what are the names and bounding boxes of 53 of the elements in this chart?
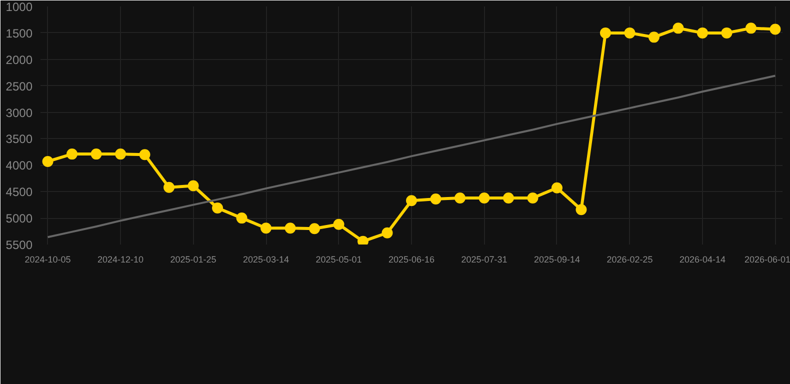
point xyxy=(478,192,490,204)
point xyxy=(527,192,538,204)
y-tick-label: 3000 xyxy=(6,106,33,120)
x-tick-label: 2025-09-14 xyxy=(534,254,580,264)
point xyxy=(66,148,78,160)
x-tick-label: 2025-01-25 xyxy=(170,254,216,264)
x-tick-label: 2026-04-14 xyxy=(679,254,726,264)
point xyxy=(358,236,369,244)
point xyxy=(42,156,54,167)
point xyxy=(770,24,781,35)
point xyxy=(309,223,320,234)
x-tick-label: 2025-05-01 xyxy=(316,254,362,264)
point xyxy=(600,27,611,38)
point xyxy=(454,192,466,204)
y-tick-label: 5000 xyxy=(6,212,33,226)
point xyxy=(333,218,344,230)
point xyxy=(576,204,587,216)
point xyxy=(139,149,150,160)
y-tick-label: 2000 xyxy=(6,52,33,67)
point xyxy=(90,148,102,160)
y-tick-label: 3500 xyxy=(6,132,33,146)
point xyxy=(115,148,126,160)
point xyxy=(188,180,199,192)
line-series xyxy=(46,74,776,238)
x-tick-label: 2025-06-16 xyxy=(388,254,435,264)
y-tick-label: 1000 xyxy=(6,0,33,14)
point xyxy=(212,202,224,214)
point xyxy=(551,182,562,194)
point xyxy=(406,195,417,206)
point xyxy=(648,32,660,43)
y-tick-label: 2500 xyxy=(6,79,33,94)
x-tick-label: 2026-02-25 xyxy=(606,254,653,264)
x-tick-label: 2025-07-31 xyxy=(461,254,508,264)
point xyxy=(696,27,708,38)
x-tick-label: 2025-03-14 xyxy=(242,254,290,264)
point xyxy=(164,182,175,193)
point xyxy=(236,212,248,224)
y-tick-label: 5500 xyxy=(6,238,33,252)
point xyxy=(284,222,296,234)
point xyxy=(672,22,684,34)
point xyxy=(624,27,636,38)
y-tick-label: 4000 xyxy=(6,158,33,173)
x-tick-label: 2026-06-01 xyxy=(744,254,790,264)
x-tick-label: 2024-12-10 xyxy=(98,254,144,264)
point xyxy=(745,22,756,34)
y-tick-label: 4500 xyxy=(6,185,33,200)
point xyxy=(721,27,732,38)
point xyxy=(430,194,442,205)
point xyxy=(502,192,514,204)
point xyxy=(260,222,272,234)
y-tick-label: 1500 xyxy=(6,26,33,40)
point xyxy=(382,227,393,238)
x-tick-label: 2024-10-05 xyxy=(24,254,71,264)
